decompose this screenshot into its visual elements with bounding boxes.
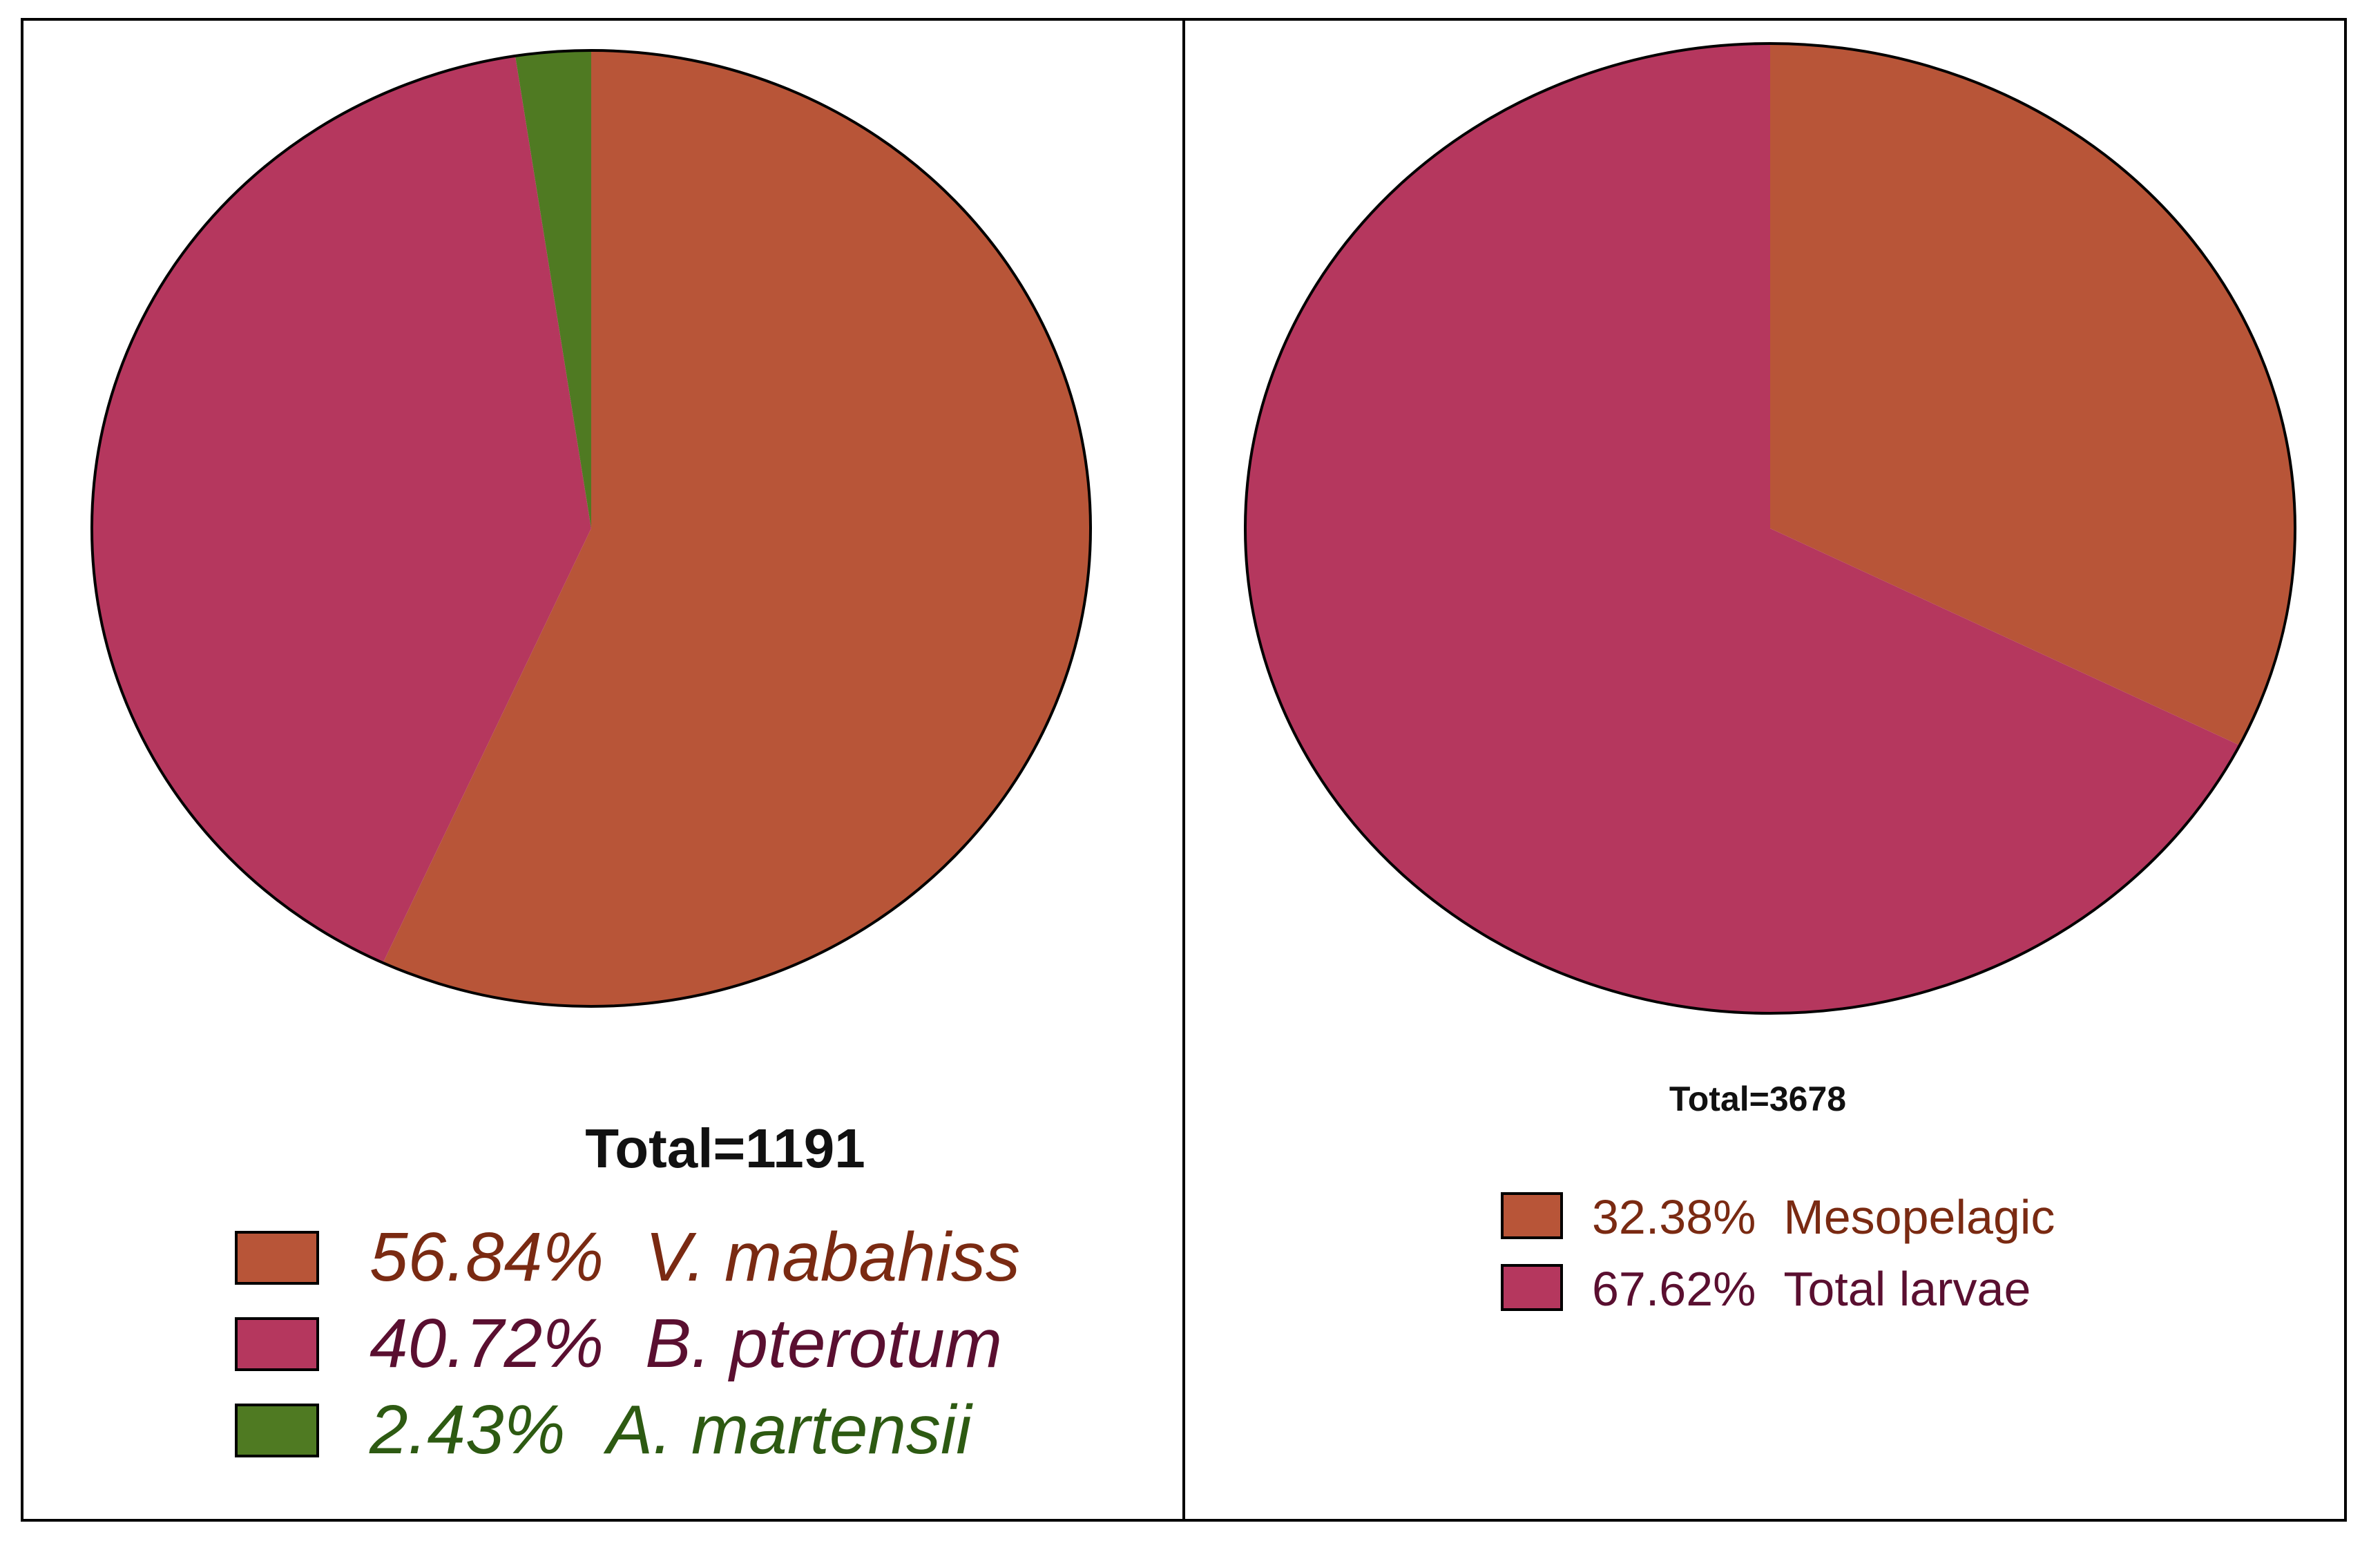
legend-label-a-martensii: 2.43% A. martensii (369, 1391, 973, 1468)
legend-swatch-v-mabahiss (235, 1231, 319, 1285)
legend-left: 56.84% V. mabahiss 40.72% B. pterotum 2.43% A… (235, 1218, 1020, 1468)
legend-right: 32.38% Mesopelagic 67.62% Total larvae (1501, 1190, 2055, 1316)
pie-outline (90, 49, 1092, 1008)
pie-slice-total-larvae (1245, 44, 2240, 1013)
legend-label-v-mabahiss: 56.84% V. mabahiss (370, 1218, 1020, 1296)
legend-swatch-a-martensii (235, 1404, 319, 1457)
legend-swatch-b-pterotum (235, 1317, 319, 1371)
pie-slice-a-martensii (515, 50, 591, 528)
pie-outline (1244, 42, 2296, 1015)
right-panel-border (1182, 18, 2347, 1522)
legend-label-mesopelagic: 32.38% Mesopelagic (1592, 1190, 2055, 1244)
pie-right (1244, 42, 2296, 1015)
total-label-left: Total=1191 (585, 1118, 865, 1179)
pie-slice-mesopelagic (1770, 44, 2295, 745)
pie-left (90, 49, 1092, 1008)
legend-swatch-mesopelagic (1501, 1192, 1563, 1239)
pie-slice-v-mabahiss (383, 50, 1091, 1007)
pie-slice-b-pterotum (92, 56, 592, 963)
total-label-right: Total=3678 (1669, 1080, 1846, 1118)
legend-label-total-larvae: 67.62% Total larvae (1592, 1262, 2031, 1316)
legend-swatch-total-larvae (1501, 1264, 1563, 1311)
legend-label-b-pterotum: 40.72% B. pterotum (370, 1305, 1002, 1382)
